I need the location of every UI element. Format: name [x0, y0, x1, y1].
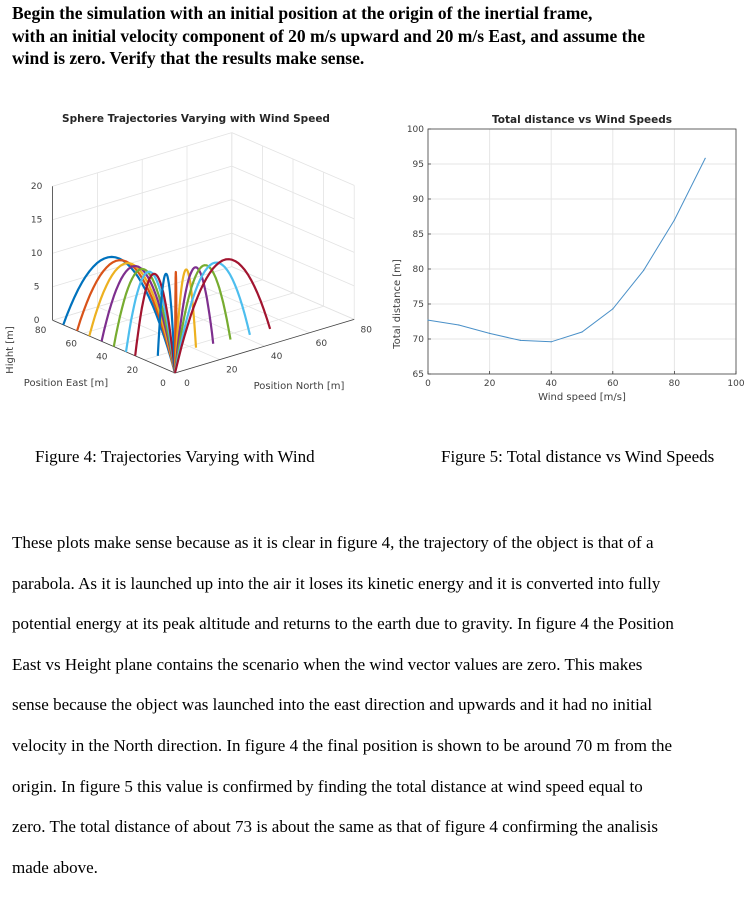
distance-series-line [427, 158, 706, 343]
north-tick-label: 0 [184, 379, 190, 389]
fig4-ylabel: Position North [m] [254, 381, 345, 392]
fig4-title: Sphere Trajectories Varying with Wind Sp… [62, 113, 330, 125]
heading-line: Begin the simulation with an initial pos… [12, 3, 593, 23]
east-tick-label: 0 [160, 379, 166, 389]
y-tick-label: 90 [413, 195, 425, 205]
y-tick-label: 85 [413, 230, 424, 240]
east-tick-label: 40 [96, 353, 108, 363]
trajectory-line [134, 272, 177, 374]
paragraph-line: velocity in the North direction. In figu… [12, 735, 673, 755]
chart-grid [427, 128, 737, 375]
y-tick-label: 75 [413, 300, 424, 310]
data-point [643, 269, 645, 271]
figure5-caption: Figure 5: Total distance vs Wind Speeds [441, 447, 715, 466]
floor-gridline [186, 279, 310, 334]
trajectory-line [62, 255, 177, 374]
wall-gridline [52, 165, 232, 221]
east-tick-label: 60 [65, 339, 77, 349]
east-tick-label: 80 [35, 326, 47, 336]
wall-gridline [52, 132, 232, 187]
figure4-caption: Figure 4: Trajectories Varying with Wind [35, 447, 315, 466]
x-tick-label: 80 [669, 379, 681, 389]
north-tick-label: 60 [316, 339, 328, 349]
paragraph-line: origin. In figure 5 this value is confir… [12, 776, 643, 796]
wall-gridline [231, 266, 355, 320]
x-tick-label: 0 [425, 379, 431, 389]
heading-line: with an initial velocity component of 20… [12, 25, 645, 46]
fig4-zlabel: Hight [m] [5, 326, 16, 374]
trajectory-line [173, 261, 251, 374]
north-tick-label: 20 [226, 366, 238, 376]
paragraph-line: sense because the object was launched in… [12, 695, 653, 715]
data-point [458, 324, 460, 326]
z-tick-label: 0 [34, 316, 40, 326]
chart-title: Total distance vs Wind Speeds [492, 114, 672, 126]
explanation-paragraph: These plots make sense because as it is … [12, 523, 740, 888]
trajectory-3d-plot: Sphere Trajectories Varying with Wind Sp… [5, 113, 372, 392]
paragraph-line: These plots make sense because as it is … [12, 533, 654, 552]
chart-series [427, 157, 706, 343]
trajectory-line [124, 270, 177, 374]
data-point [519, 339, 521, 341]
paragraph-line: zero. The total distance of about 73 is … [12, 817, 658, 837]
data-point [673, 219, 675, 221]
fig4-trajectories [62, 255, 272, 374]
fig4-xlabel: Position East [m] [24, 378, 109, 389]
paragraph-line: East vs Height plane contains the scenar… [12, 654, 643, 674]
trajectory-line [173, 270, 178, 374]
data-point [489, 332, 491, 334]
wall-gridline [52, 232, 232, 288]
paragraph-line: parabola. As it is launched up into the … [12, 573, 661, 593]
y-tick-label: 100 [407, 125, 424, 135]
problem-statement: Begin the simulation with an initial pos… [12, 2, 742, 70]
trajectory-line [173, 266, 215, 374]
fig4-tick-labels: 0 5 10 15 20 80 60 40 20 0 0 20 40 60 80 [31, 182, 372, 389]
trajectory-line [100, 265, 177, 374]
chart-ylabel: Total distance [m] [392, 259, 403, 350]
z-tick-label: 10 [31, 249, 43, 259]
trajectory-line [112, 267, 177, 374]
trajectory-line [76, 259, 177, 374]
chart-frame [427, 128, 737, 375]
y-tick-label: 95 [413, 160, 424, 170]
wall-gridline [231, 165, 355, 220]
fig4-grid [52, 132, 355, 374]
data-point [704, 157, 706, 159]
x-tick-label: 20 [484, 379, 496, 389]
paragraph-line: made above. [12, 857, 98, 877]
distance-vs-wind-chart: Total distance vs Wind Speeds 0 20 40 60 80 1… [392, 114, 745, 403]
chart-tick-labels: 0 20 40 60 80 100 65 70 75 80 85 90 95 100 [407, 125, 745, 389]
wall-gridline [231, 199, 355, 253]
x-tick-label: 60 [607, 379, 619, 389]
data-point [427, 319, 429, 321]
north-tick-label: 40 [271, 352, 283, 362]
x-tick-label: 40 [545, 379, 557, 389]
north-axis [174, 319, 355, 374]
heading-line: wind is zero. Verify that the results ma… [12, 48, 365, 68]
z-tick-label: 15 [31, 216, 42, 226]
east-tick-label: 20 [127, 366, 139, 376]
data-point [550, 341, 552, 343]
trajectory-line [173, 264, 232, 374]
chart-xlabel: Wind speed [m/s] [538, 392, 626, 403]
wall-gridline [52, 199, 232, 254]
y-tick-label: 70 [413, 335, 425, 345]
z-tick-label: 5 [34, 283, 40, 293]
trajectory-line [156, 272, 177, 374]
data-point [612, 308, 614, 310]
north-tick-label: 80 [360, 325, 372, 335]
trajectory-line [173, 258, 272, 374]
wall-gridline [231, 132, 355, 186]
y-tick-label: 80 [413, 265, 425, 275]
plot-frame [427, 128, 737, 375]
z-tick-label: 20 [31, 182, 43, 192]
data-point [581, 331, 583, 333]
y-tick-label: 65 [413, 370, 424, 380]
x-tick-label: 100 [727, 379, 744, 389]
paragraph-line: potential energy at its peak altitude an… [12, 614, 674, 634]
wall-gridline [231, 232, 355, 287]
